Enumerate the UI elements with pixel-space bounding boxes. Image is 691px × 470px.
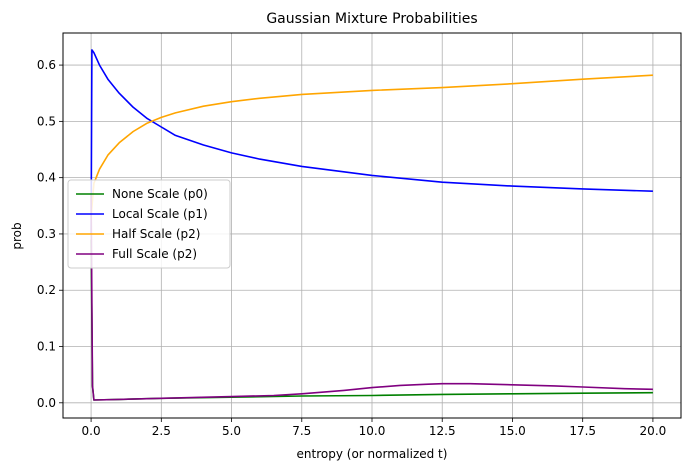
y-tick-label: 0.1 <box>37 340 56 354</box>
x-tick-label: 0.0 <box>82 424 101 438</box>
x-tick-label: 15.0 <box>499 424 526 438</box>
x-tick-label: 5.0 <box>222 424 241 438</box>
legend: None Scale (p0) Local Scale (p1) Half Scal… <box>67 179 231 269</box>
y-tick-label: 0.5 <box>37 114 56 128</box>
x-tick-label: 12.5 <box>429 424 456 438</box>
grid <box>63 33 681 418</box>
y-tick-label: 0.6 <box>37 58 56 72</box>
x-tick-label: 10.0 <box>359 424 386 438</box>
x-axis-label: entropy (or normalized t) <box>297 447 448 461</box>
y-tick-label: 0.0 <box>37 396 56 410</box>
x-tick-label: 2.5 <box>152 424 171 438</box>
legend-entry: Local Scale (p1) <box>112 207 208 221</box>
legend-entry: Half Scale (p2) <box>112 227 200 241</box>
legend-entry: None Scale (p0) <box>112 187 208 201</box>
legend-entry: Full Scale (p2) <box>112 247 197 261</box>
y-tick-label: 0.2 <box>37 283 56 297</box>
series-layer <box>90 49 653 401</box>
y-tick-label: 0.3 <box>37 227 56 241</box>
x-tick-label: 20.0 <box>640 424 667 438</box>
y-tick-label: 0.4 <box>37 171 56 185</box>
y-axis: 0.0 0.1 0.2 0.3 0.4 0.5 0.6 <box>37 58 63 410</box>
chart-title: Gaussian Mixture Probabilities <box>266 11 477 27</box>
series-line-3 <box>90 194 653 401</box>
series-line-2 <box>90 74 653 218</box>
x-axis: 0.0 2.5 5.0 7.5 10.0 12.5 15.0 17.5 20.0 <box>82 418 667 438</box>
x-tick-label: 7.5 <box>292 424 311 438</box>
x-tick-label: 17.5 <box>569 424 596 438</box>
y-axis-label: prob <box>10 222 24 249</box>
legend-box <box>67 179 231 269</box>
series-line-1 <box>90 49 653 234</box>
